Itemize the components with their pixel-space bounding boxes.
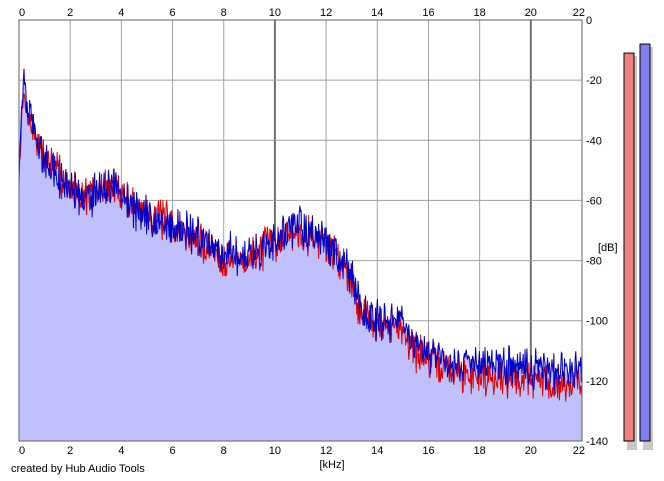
y-tick-label: -60 [586,195,602,207]
series-line-2 [18,68,583,391]
y-tick-labels: 0 -20 -40 -60 -80 -100 -120 -140 [586,15,608,448]
level-meter-2 [639,43,651,442]
y-tick-label: 0 [586,15,592,27]
x-tick-label-top: 22 [573,7,585,19]
y-tick-label: -20 [586,75,602,87]
x-tick-label-bottom: 12 [320,445,332,457]
x-tick-label-top: 16 [422,7,434,19]
y-tick-label: -100 [586,316,608,328]
x-tick-label-bottom: 14 [371,445,383,457]
x-tick-label-bottom: 4 [118,445,124,457]
x-tick-labels-bottom: 0 2 4 6 8 10 12 14 16 18 20 22 [19,445,585,457]
x-tick-label-bottom: 6 [169,445,175,457]
level-meter-1 [623,52,635,442]
x-tick-label-top: 6 [169,7,175,19]
series-line-1 [18,93,583,402]
x-tick-label-top: 0 [19,7,25,19]
x-tick-label-bottom: 8 [221,445,227,457]
x-tick-label-bottom: 20 [525,445,537,457]
x-tick-label-top: 10 [269,7,281,19]
x-axis-label: [kHz] [319,459,344,471]
level-meters [623,43,653,451]
x-tick-label-top: 20 [525,7,537,19]
y-tick-label: -120 [586,376,608,388]
y-tick-label: -40 [586,135,602,147]
x-tick-label-bottom: 2 [67,445,73,457]
x-tick-label-top: 12 [320,7,332,19]
x-tick-label-bottom: 22 [573,445,585,457]
x-tick-labels-top: 0 2 4 6 8 10 12 14 16 18 20 22 [19,7,585,19]
spectrum-fill-area [19,68,582,441]
x-tick-label-top: 14 [371,7,383,19]
plot-frame [18,19,583,442]
x-tick-label-bottom: 18 [474,445,486,457]
x-tick-label-top: 18 [474,7,486,19]
series-layer [18,68,583,402]
x-tick-label-top: 4 [118,7,124,19]
x-tick-label-bottom: 10 [269,445,281,457]
x-tick-label-top: 2 [67,7,73,19]
credit-text: created by Hub Audio Tools [11,463,145,475]
y-tick-label: -140 [586,436,608,448]
x-tick-label-bottom: 16 [422,445,434,457]
y-axis-label: [dB] [598,242,618,254]
x-tick-label-bottom: 0 [19,445,25,457]
y-tick-label: -80 [586,256,602,268]
x-tick-label-top: 8 [221,7,227,19]
